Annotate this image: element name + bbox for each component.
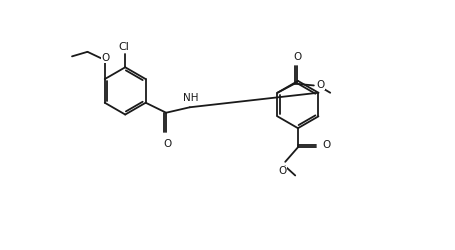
Text: O: O: [278, 166, 287, 176]
Text: O: O: [101, 53, 110, 63]
Text: O: O: [163, 139, 171, 149]
Text: Cl: Cl: [118, 42, 129, 52]
Text: O: O: [323, 140, 331, 150]
Text: NH: NH: [183, 93, 198, 103]
Text: O: O: [293, 52, 301, 62]
Text: O: O: [316, 80, 324, 90]
